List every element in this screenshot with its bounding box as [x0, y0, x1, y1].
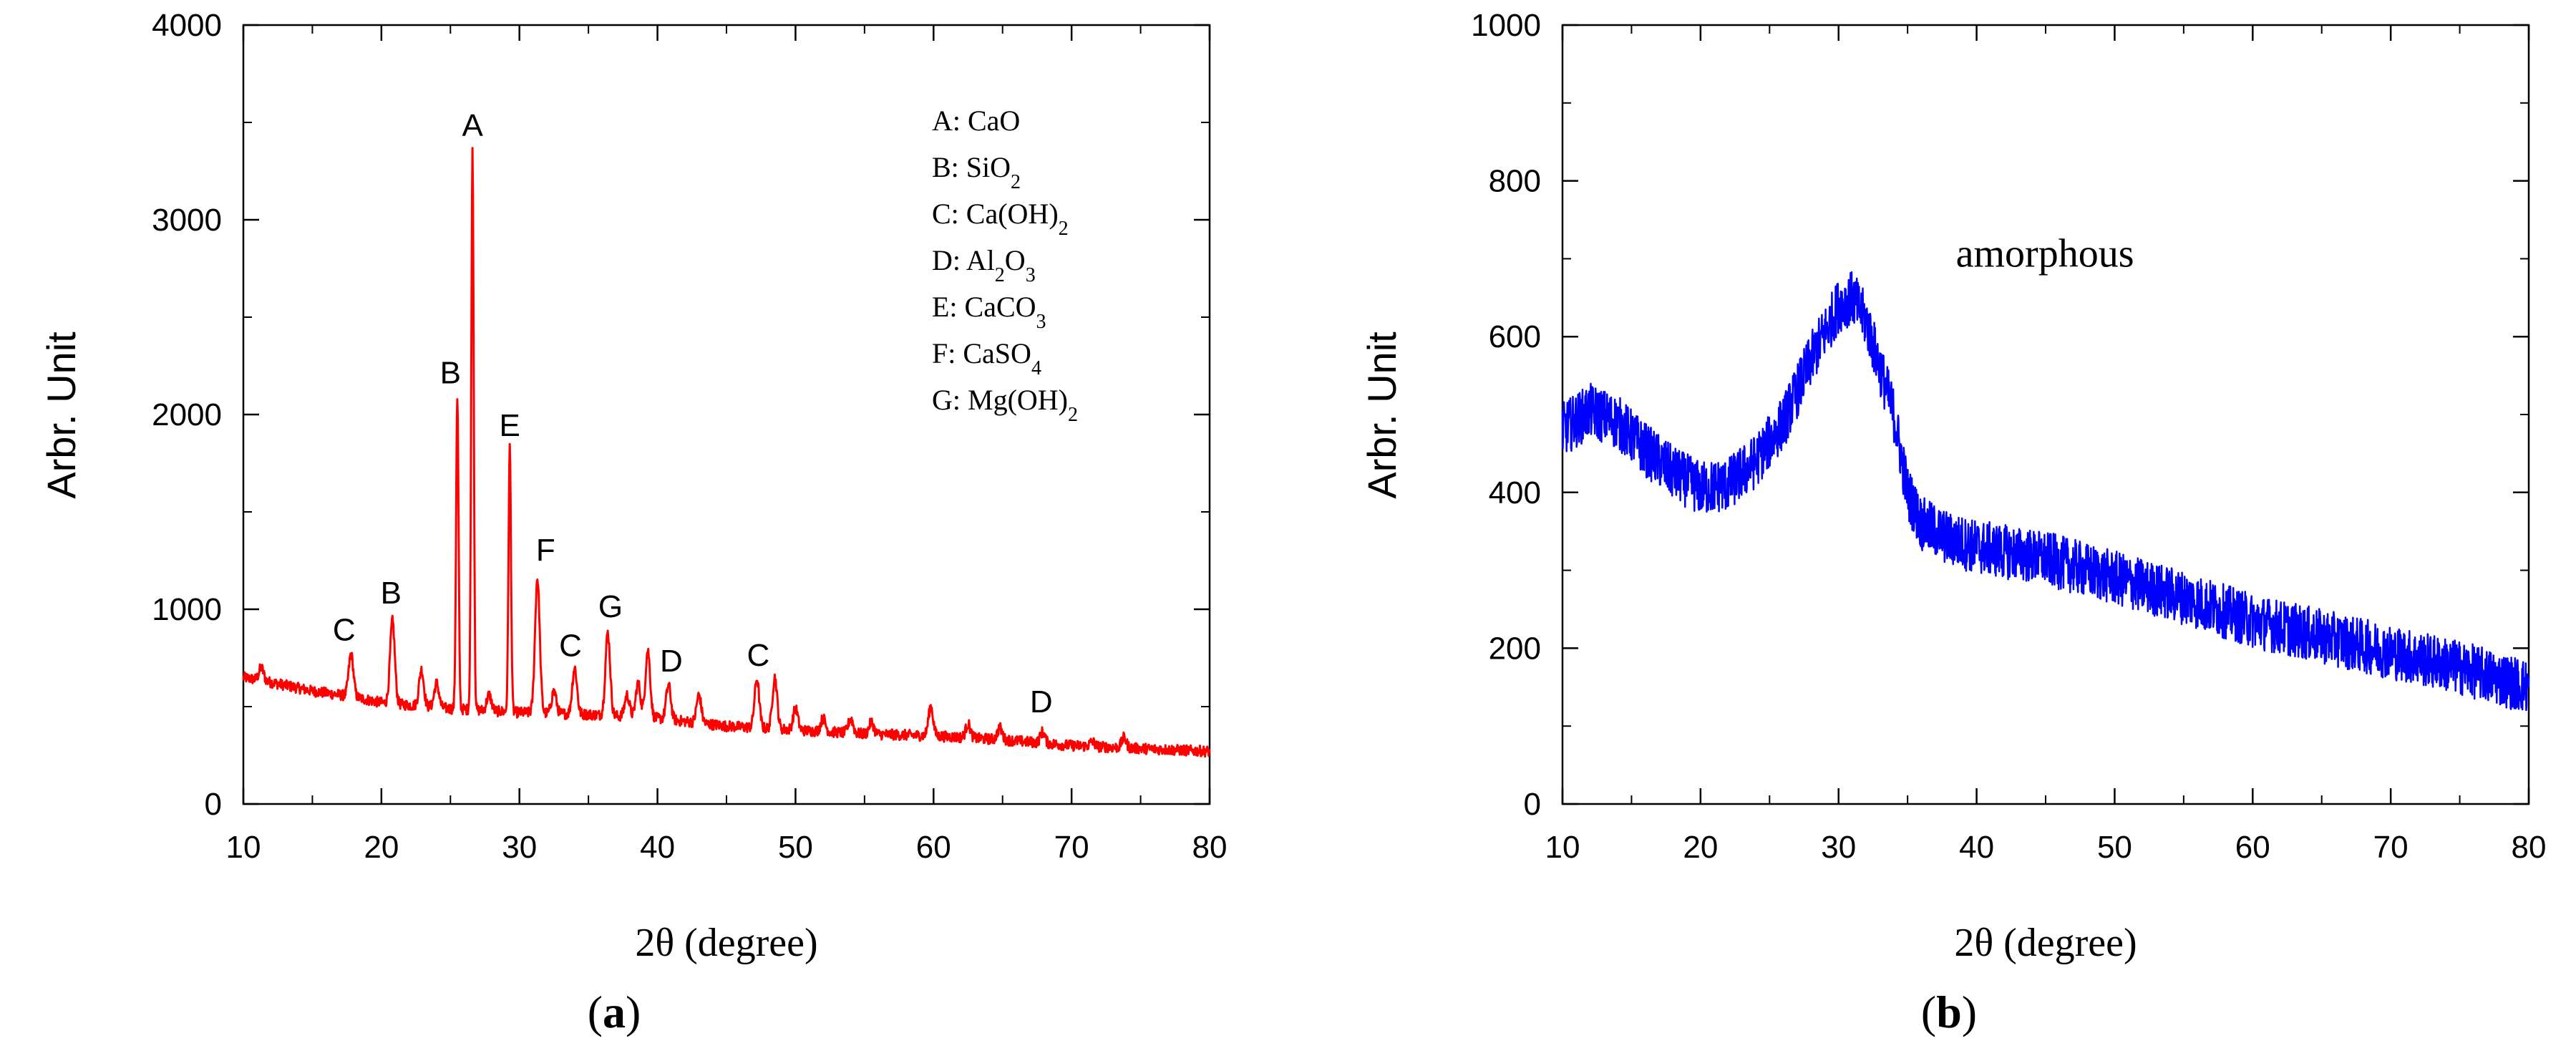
a-y-tick-label: 1000 [152, 592, 222, 627]
a-x-tick-label: 60 [916, 830, 951, 865]
series-line-a [242, 147, 1211, 758]
b-x-tick-label: 60 [2235, 830, 2270, 865]
y-tick-labels-b: 0 200 400 600 800 1000 [1471, 8, 1541, 822]
panel-label-b: (b) [1921, 987, 1977, 1037]
axis-ticks-b [1561, 24, 2530, 805]
series-line-b [1561, 271, 2530, 712]
b-x-tick-label: 80 [2512, 830, 2547, 865]
legend-entry-g: G: Mg(OH)2 [932, 384, 1078, 426]
a-x-tick-label: 40 [640, 830, 675, 865]
peak-label: A [462, 108, 483, 143]
peak-label: B [381, 576, 402, 611]
a-x-tick-label: 50 [778, 830, 813, 865]
peak-label: D [660, 644, 683, 679]
b-x-tick-label: 30 [1821, 830, 1856, 865]
x-tick-labels-b: 10 20 30 40 50 60 70 80 [1545, 830, 2547, 865]
plot-frame-b [1561, 24, 2530, 805]
a-y-tick-label: 2000 [152, 397, 222, 432]
legend-entry-c: C: Ca(OH)2 [932, 198, 1069, 240]
legend-entry-a: A: CaO [932, 105, 1020, 137]
a-y-tick-label: 4000 [152, 8, 222, 43]
legend-entry-b: B: SiO2 [932, 151, 1021, 193]
peak-label: G [598, 589, 623, 624]
x-axis-title-b: 2θ (degree) [1954, 921, 2137, 965]
b-x-tick-label: 10 [1545, 830, 1580, 865]
legend-entry-d: D: Al2O3 [932, 244, 1036, 286]
peak-label: C [333, 613, 356, 648]
b-y-tick-label: 400 [1489, 475, 1541, 510]
b-x-tick-label: 70 [2373, 830, 2409, 865]
peak-label: C [559, 628, 582, 663]
x-tick-labels-a: 10 20 30 40 50 60 70 80 [226, 830, 1228, 865]
peak-label: E [500, 408, 520, 443]
panel-label-a: (a) [588, 987, 641, 1037]
x-axis-title-a: 2θ (degree) [635, 921, 817, 965]
axis-ticks-a [242, 24, 1211, 805]
a-x-tick-label: 80 [1192, 830, 1228, 865]
legend-a: A: CaO B: SiO2 C: Ca(OH)2 D: Al2O3 E: Ca… [932, 105, 1078, 426]
legend-entry-f: F: CaSO4 [932, 337, 1041, 379]
b-x-tick-label: 20 [1683, 830, 1718, 865]
y-axis-title-b: Arbr. Unit [1359, 331, 1404, 499]
b-y-tick-label: 600 [1489, 319, 1541, 354]
b-y-tick-label: 800 [1489, 164, 1541, 199]
b-y-tick-label: 200 [1489, 631, 1541, 666]
a-x-tick-label: 10 [226, 830, 261, 865]
amorphous-annotation: amorphous [1956, 231, 2134, 276]
a-x-tick-label: 70 [1054, 830, 1089, 865]
peak-label: B [440, 355, 461, 390]
peak-label: F [536, 533, 555, 568]
b-y-tick-label: 0 [1524, 787, 1541, 822]
b-x-tick-label: 50 [2097, 830, 2132, 865]
b-x-tick-label: 40 [1959, 830, 1994, 865]
a-x-tick-label: 30 [502, 830, 537, 865]
y-axis-title-a: Arbr. Unit [39, 331, 84, 499]
y-tick-labels-a: 0 1000 2000 3000 4000 [152, 8, 222, 822]
b-y-tick-label: 1000 [1471, 8, 1541, 43]
peak-label: C [747, 638, 769, 673]
a-y-tick-label: 0 [205, 787, 222, 822]
chart-panel-b: 10 20 30 40 50 60 70 80 0 200 400 600 800 1000 amorp… [1359, 8, 2546, 1037]
a-x-tick-label: 20 [364, 830, 399, 865]
a-y-tick-label: 3000 [152, 203, 222, 238]
legend-entry-e: E: CaCO3 [932, 291, 1046, 333]
peak-label: D [1030, 684, 1053, 720]
